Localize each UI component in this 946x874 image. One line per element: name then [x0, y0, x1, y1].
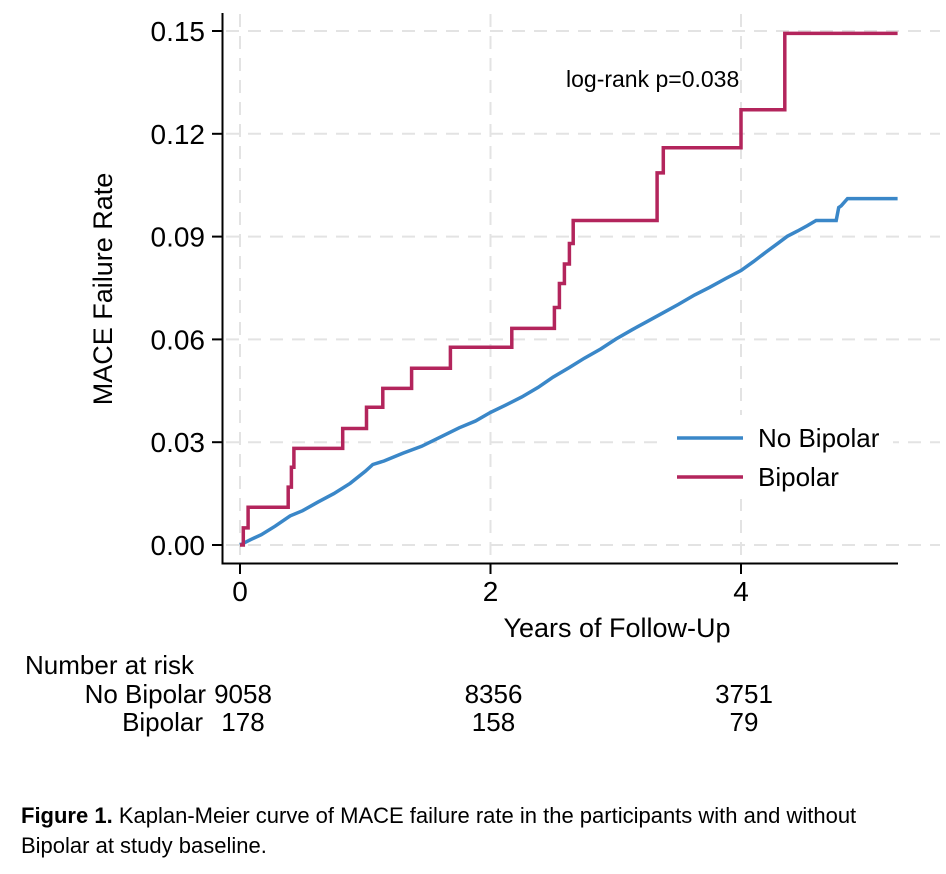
risk-count: 158	[472, 707, 515, 737]
x-axis-title: Years of Follow-Up	[503, 613, 730, 643]
h-gridlines	[226, 30, 940, 546]
risk-count: 8356	[465, 679, 523, 709]
risk-count: 178	[221, 707, 264, 737]
y-tick-label: 0.12	[151, 119, 206, 150]
legend: No Bipolar Bipolar	[666, 415, 893, 499]
y-tick-label: 0.09	[151, 222, 206, 253]
v-gridlines	[239, 14, 742, 556]
y-axis-title: MACE Failure Rate	[88, 173, 118, 406]
y-tick-label: 0.00	[151, 530, 206, 561]
x-tick-label: 2	[483, 576, 499, 607]
legend-label-bipolar: Bipolar	[758, 462, 839, 492]
legend-background	[666, 415, 893, 499]
curve-no-bipolar	[239, 196, 898, 547]
x-tick-label: 4	[733, 576, 749, 607]
legend-label-no-bipolar: No Bipolar	[758, 423, 880, 453]
risk-count: 3751	[715, 679, 773, 709]
risk-row-label-bipolar: Bipolar	[122, 707, 203, 737]
curves	[239, 31, 898, 547]
curve-bipolar	[240, 31, 898, 547]
x-ticks	[239, 564, 742, 574]
y-tick-labels: 0.00 0.03 0.06 0.09 0.12 0.15	[151, 16, 206, 561]
risk-counts: 9058 8356 3751 178 158 79	[214, 679, 773, 737]
y-ticks	[212, 30, 222, 546]
risk-count: 9058	[214, 679, 272, 709]
caption-label: Figure 1.	[21, 803, 113, 828]
caption-text: Kaplan-Meier curve of MACE failure rate …	[21, 803, 857, 858]
x-tick-labels: 0 2 4	[232, 576, 749, 607]
risk-table-title: Number at risk	[25, 650, 195, 680]
x-tick-label: 0	[232, 576, 248, 607]
risk-table: Number at risk No Bipolar Bipolar 9058 83…	[25, 650, 773, 737]
y-tick-label: 0.03	[151, 427, 206, 458]
risk-row-label-no-bipolar: No Bipolar	[85, 679, 207, 709]
km-chart: 0.00 0.03 0.06 0.09 0.12 0.15 0 2 4 MACE Failur…	[25, 13, 940, 737]
y-tick-label: 0.15	[151, 16, 206, 47]
figure-caption: Figure 1. Kaplan-Meier curve of MACE fai…	[21, 801, 921, 861]
annotation-log-rank: log-rank p=0.038	[566, 66, 739, 92]
risk-count: 79	[730, 707, 759, 737]
y-tick-label: 0.06	[151, 324, 206, 355]
